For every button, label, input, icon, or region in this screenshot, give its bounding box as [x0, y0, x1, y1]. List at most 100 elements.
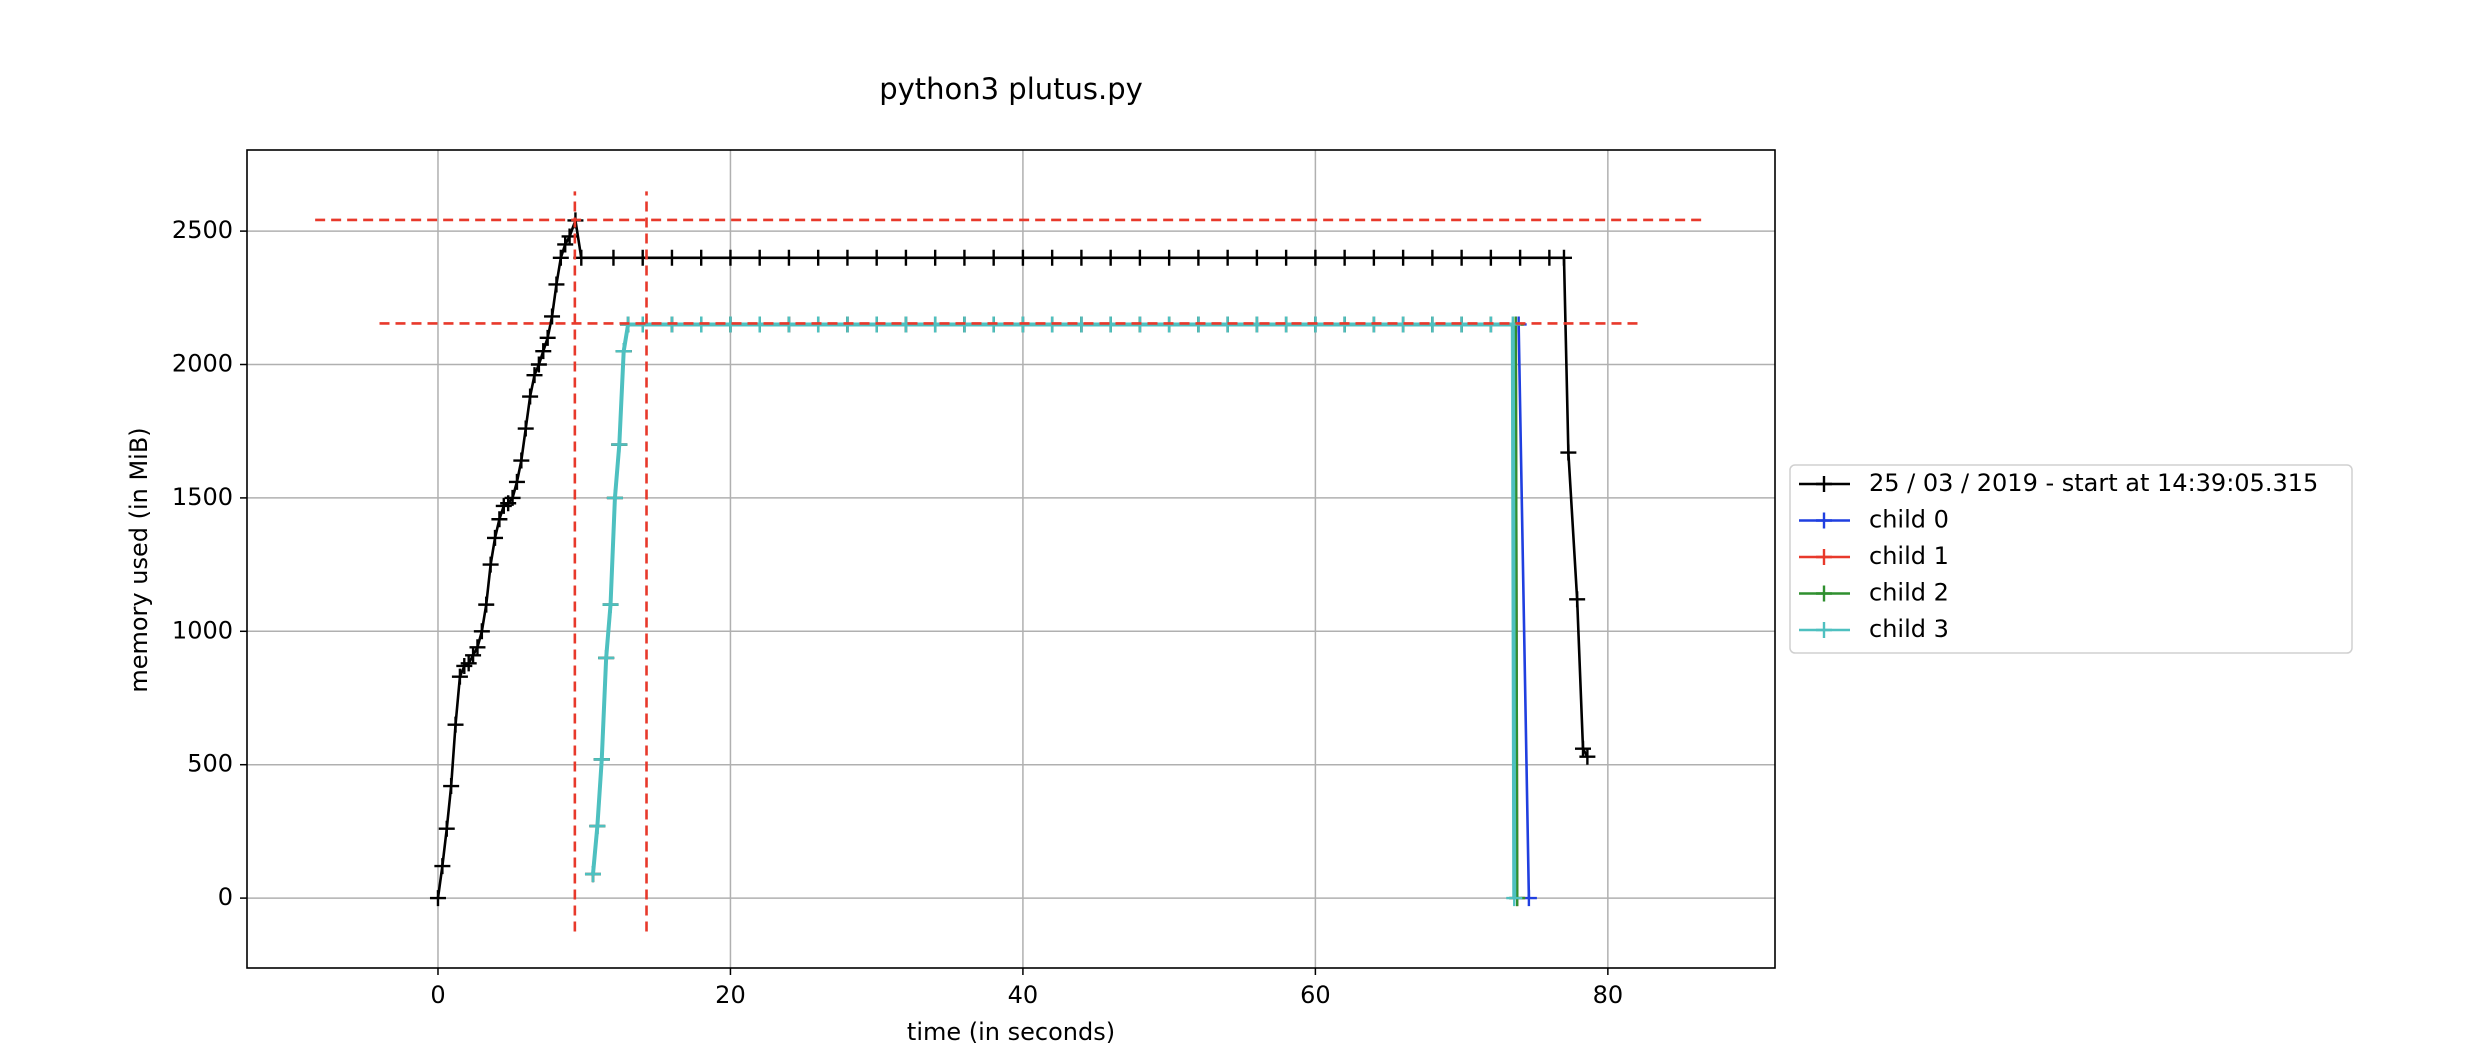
point-marker [722, 249, 739, 266]
point-marker [606, 489, 623, 506]
point-marker [1512, 249, 1529, 266]
legend-box [1789, 464, 2353, 654]
plot-area [429, 212, 1596, 907]
point-marker [460, 655, 477, 672]
point-marker [602, 596, 619, 613]
legend-marker [1816, 622, 1832, 638]
point-marker [598, 649, 615, 666]
point-marker [473, 623, 490, 640]
point-marker [491, 511, 508, 528]
y-tick-label: 1500 [172, 483, 233, 511]
x-axis-label: time (in seconds) [907, 1018, 1115, 1046]
x-tick-label: 60 [1300, 981, 1331, 1009]
point-marker [985, 249, 1002, 266]
point-marker [1555, 249, 1572, 266]
point-marker [1574, 740, 1591, 757]
point-marker [1161, 249, 1178, 266]
point-marker [634, 249, 651, 266]
point-marker [1102, 249, 1119, 266]
point-marker [482, 556, 499, 573]
point-marker [478, 596, 495, 613]
point-marker [1395, 249, 1412, 266]
legend-label: child 3 [1869, 615, 1949, 643]
legend-label: child 2 [1869, 579, 1949, 607]
y-axis-label: memory used (in MiB) [125, 427, 153, 692]
point-marker [663, 249, 680, 266]
x-tick-label: 0 [430, 981, 445, 1009]
x-tick-label: 40 [1008, 981, 1039, 1009]
point-marker [530, 356, 547, 373]
y-tick-label: 500 [187, 750, 233, 778]
point-marker [1541, 249, 1558, 266]
y-tick-label: 2000 [172, 350, 233, 378]
x-tick-label: 20 [715, 981, 746, 1009]
point-marker [1307, 249, 1324, 266]
point-marker [589, 818, 606, 835]
point-marker [544, 308, 561, 325]
point-marker [438, 820, 455, 837]
point-marker [1424, 249, 1441, 266]
point-marker [443, 778, 460, 795]
legend-label: child 1 [1869, 542, 1949, 570]
axes-frame [246, 149, 1776, 969]
point-marker [1248, 249, 1265, 266]
point-marker [927, 249, 944, 266]
point-marker [504, 489, 521, 506]
point-marker [526, 367, 543, 384]
point-marker [593, 751, 610, 768]
point-marker [535, 343, 552, 360]
point-marker [1569, 591, 1586, 608]
point-marker [868, 249, 885, 266]
point-marker [513, 452, 530, 469]
series-line [591, 323, 1519, 899]
series-line [436, 215, 1589, 899]
point-marker [508, 473, 525, 490]
series-line [591, 323, 1531, 899]
point-marker [539, 329, 556, 346]
y-tick-label: 2500 [172, 216, 233, 244]
point-marker [810, 249, 827, 266]
point-marker [469, 639, 486, 656]
legend-marker [1816, 549, 1832, 565]
point-marker [1014, 249, 1031, 266]
point-marker [839, 249, 856, 266]
point-marker [434, 858, 451, 875]
point-marker [517, 420, 534, 437]
chart-title: python3 plutus.py [879, 72, 1143, 106]
point-marker [693, 249, 710, 266]
point-marker [465, 647, 482, 664]
point-marker [956, 249, 973, 266]
point-marker [1131, 249, 1148, 266]
y-tick-label: 1000 [172, 616, 233, 644]
point-marker [487, 529, 504, 546]
point-marker [1579, 748, 1596, 765]
y-tick-label: 0 [218, 883, 233, 911]
point-marker [1482, 249, 1499, 266]
x-tick-label: 80 [1593, 981, 1624, 1009]
point-marker [1560, 444, 1577, 461]
point-marker [552, 249, 569, 266]
point-marker [1336, 249, 1353, 266]
point-marker [1073, 249, 1090, 266]
point-marker [615, 343, 632, 360]
point-marker [605, 249, 622, 266]
point-marker [557, 236, 574, 253]
point-marker [1453, 249, 1470, 266]
series-line [591, 323, 1519, 899]
point-marker [611, 436, 628, 453]
point-marker [429, 890, 446, 907]
point-marker [522, 388, 539, 405]
point-marker [451, 668, 468, 685]
point-marker [447, 716, 464, 733]
legend-label: 25 / 03 / 2019 - start at 14:39:05.315 [1869, 469, 2318, 497]
point-marker [1278, 249, 1295, 266]
legend-marker [1816, 512, 1832, 529]
legend-label: child 0 [1869, 506, 1949, 534]
point-marker [1506, 890, 1523, 907]
point-marker [751, 249, 768, 266]
point-marker [584, 866, 601, 883]
point-marker [1365, 249, 1382, 266]
point-marker [1190, 249, 1207, 266]
legend-marker [1816, 585, 1832, 602]
